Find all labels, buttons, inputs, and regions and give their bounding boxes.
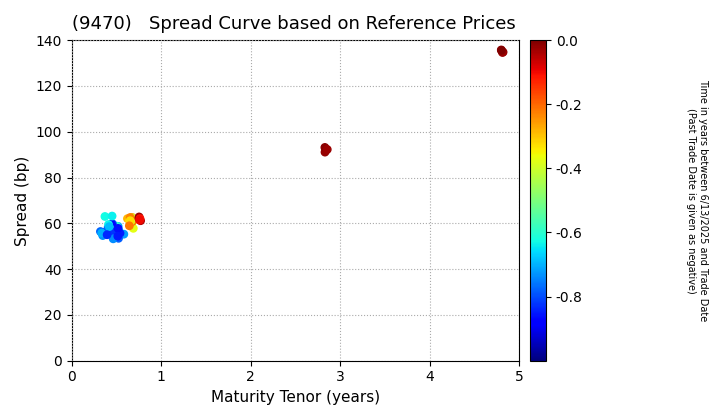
Point xyxy=(94,228,106,235)
Point xyxy=(125,218,137,225)
Point xyxy=(319,144,330,151)
Point xyxy=(495,47,507,54)
X-axis label: Maturity Tenor (years): Maturity Tenor (years) xyxy=(211,390,380,405)
Point xyxy=(107,236,119,242)
Point xyxy=(109,229,121,236)
Point xyxy=(106,221,117,228)
Point xyxy=(106,225,117,232)
Y-axis label: Spread (bp): Spread (bp) xyxy=(15,155,30,246)
Point xyxy=(109,228,120,234)
Point xyxy=(112,227,123,234)
Point xyxy=(104,223,115,230)
Point xyxy=(125,218,136,224)
Point xyxy=(127,225,139,232)
Point xyxy=(133,215,145,222)
Point xyxy=(100,230,112,236)
Y-axis label: Time in years between 6/13/2025 and Trade Date
(Past Trade Date is given as nega: Time in years between 6/13/2025 and Trad… xyxy=(686,79,708,322)
Point xyxy=(134,217,145,223)
Point xyxy=(124,223,135,229)
Point xyxy=(495,47,507,53)
Point xyxy=(320,147,331,154)
Point xyxy=(104,225,115,232)
Point xyxy=(126,218,138,224)
Point xyxy=(124,215,135,222)
Point xyxy=(97,232,109,239)
Point xyxy=(99,229,111,236)
Point xyxy=(107,220,118,227)
Point xyxy=(124,217,135,223)
Point xyxy=(104,228,116,234)
Point xyxy=(322,146,333,153)
Point xyxy=(114,230,126,236)
Point xyxy=(319,149,330,155)
Point xyxy=(127,214,138,221)
Point xyxy=(96,230,107,236)
Text: (9470)   Spread Curve based on Reference Prices: (9470) Spread Curve based on Reference P… xyxy=(72,15,516,33)
Point xyxy=(105,230,117,236)
Point xyxy=(113,228,125,234)
Point xyxy=(104,229,115,236)
Point xyxy=(135,218,146,224)
Point xyxy=(102,224,114,231)
Point xyxy=(107,229,118,236)
Point xyxy=(105,223,117,230)
Point xyxy=(102,228,113,235)
Point xyxy=(112,225,123,232)
Point xyxy=(106,228,117,235)
Point xyxy=(127,217,139,224)
Point xyxy=(127,215,138,221)
Point xyxy=(122,215,133,222)
Point xyxy=(102,231,113,238)
Point xyxy=(113,235,125,242)
Point xyxy=(109,231,120,238)
Point xyxy=(107,222,118,229)
Point xyxy=(498,49,509,55)
Point xyxy=(103,221,114,228)
Point xyxy=(134,215,145,222)
Point xyxy=(106,222,117,228)
Point xyxy=(112,233,124,239)
Point xyxy=(112,225,124,232)
Point xyxy=(107,227,119,234)
Point xyxy=(497,49,508,56)
Point xyxy=(111,223,122,229)
Point xyxy=(133,213,145,220)
Point xyxy=(127,218,138,225)
Point xyxy=(118,231,130,238)
Point xyxy=(127,218,138,225)
Point xyxy=(99,213,111,220)
Point xyxy=(127,218,138,225)
Point xyxy=(108,226,120,232)
Point xyxy=(107,213,118,219)
Point xyxy=(125,214,136,221)
Point xyxy=(112,223,124,230)
